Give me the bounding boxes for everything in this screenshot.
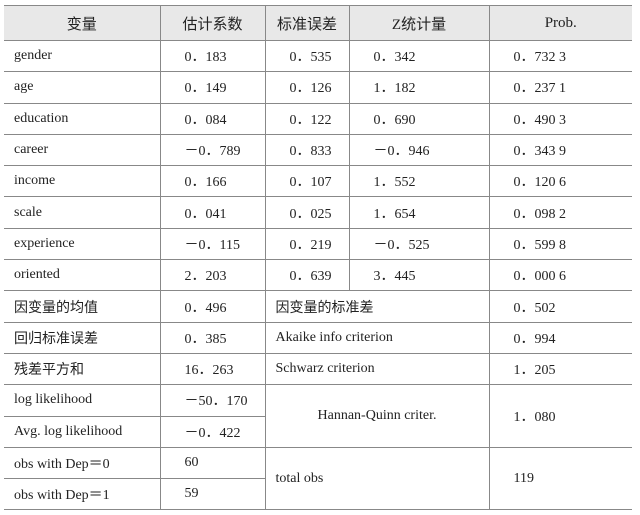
header-row: 变量 估计系数 标准误差 Z统计量 Prob.	[4, 5, 632, 41]
cell: 0．041	[159, 196, 266, 229]
cell: 1．654	[348, 196, 490, 229]
cell: 59	[159, 478, 265, 511]
header-cell: 变量	[4, 5, 161, 41]
cell: obs with Dep＝1	[4, 478, 161, 511]
cell: gender	[4, 39, 161, 73]
cell: 1．205	[488, 352, 632, 386]
cell: Akaike info criterion	[264, 321, 490, 354]
cell: －0．115	[159, 227, 266, 261]
cell: 2．203	[159, 259, 266, 292]
header-cell: Z统计量	[348, 5, 490, 41]
cell: 0．237 1	[488, 71, 632, 104]
cell: 回归标准误差	[4, 321, 161, 354]
cell: 0．385	[159, 321, 266, 354]
cell: 0．183	[159, 39, 266, 73]
cell: 60	[159, 446, 266, 480]
variable-row: scale 0．041 0．025 1．654 0．098 2	[4, 196, 632, 229]
cell: 0．599 8	[488, 227, 632, 261]
cell: 0．639	[264, 259, 350, 292]
cell: 0．342	[348, 39, 490, 73]
cell: 0．000 6	[488, 259, 632, 292]
variable-row: career －0．789 0．833 －0．946 0．343 9	[4, 133, 632, 167]
variable-row: education 0．084 0．122 0．690 0．490 3	[4, 102, 632, 135]
cell: experience	[4, 227, 161, 261]
cell: 0．732 3	[488, 39, 632, 73]
cell: Schwarz criterion	[264, 352, 490, 386]
cell: 0．107	[264, 165, 350, 198]
cell: Hannan-Quinn criter.	[264, 384, 490, 448]
stat-row: 因变量的均值 0．496 因变量的标准差 0．502	[4, 290, 632, 323]
cell: 0．496	[159, 290, 266, 323]
stat-row: obs with Dep＝1 59	[4, 478, 632, 511]
variable-row: oriented 2．203 0．639 3．445 0．000 6	[4, 259, 632, 292]
cell: career	[4, 133, 161, 167]
cell: 0．535	[264, 39, 350, 73]
cell: 119	[488, 446, 632, 511]
cell: －0．422	[159, 415, 265, 448]
stat-row: obs with Dep＝0 60 total obs 119	[4, 446, 632, 511]
cell: 0．126	[264, 71, 350, 104]
cell: －0．946	[348, 133, 490, 167]
cell: 1．182	[348, 71, 490, 104]
cell: 0．219	[264, 227, 350, 261]
cell: 残差平方和	[4, 352, 161, 386]
cell: 16．263	[159, 352, 266, 386]
stat-row: log likelihood －50．170 Hannan-Quinn criter…	[4, 384, 632, 448]
cell: 3．445	[348, 259, 490, 292]
stat-row: 回归标准误差 0．385 Akaike info criterion 0．994	[4, 321, 632, 354]
cell: 因变量的标准差	[264, 290, 490, 323]
header-cell: Prob.	[488, 5, 632, 41]
cell: 0．343 9	[488, 133, 632, 167]
cell: income	[4, 165, 161, 198]
cell: 0．166	[159, 165, 266, 198]
cell: log likelihood	[4, 384, 161, 417]
header-cell: 标准误差	[264, 5, 350, 41]
cell: 0．833	[264, 133, 350, 167]
cell: 0．025	[264, 196, 350, 229]
cell: 0．122	[264, 102, 350, 135]
cell: age	[4, 71, 161, 104]
cell: 1．080	[488, 384, 632, 448]
variable-row: age 0．149 0．126 1．182 0．237 1	[4, 71, 632, 104]
cell: obs with Dep＝0	[4, 446, 161, 480]
variable-row: experience －0．115 0．219 －0．525 0．599 8	[4, 227, 632, 261]
cell: 因变量的均值	[4, 290, 161, 323]
results-table: 变量 估计系数 标准误差 Z统计量 Prob. gender 0．183 0．535 0．34…	[4, 5, 632, 511]
variable-row: gender 0．183 0．535 0．342 0．732 3	[4, 39, 632, 73]
cell: 0．502	[488, 290, 632, 323]
cell: education	[4, 102, 161, 135]
stat-row: Avg. log likelihood －0．422	[4, 415, 632, 448]
cell: －0．525	[348, 227, 490, 261]
cell: scale	[4, 196, 161, 229]
cell: oriented	[4, 259, 161, 292]
cell: －0．789	[159, 133, 266, 167]
stat-row: 残差平方和 16．263 Schwarz criterion 1．205	[4, 352, 632, 386]
cell: 0．084	[159, 102, 266, 135]
cell: 0．690	[348, 102, 490, 135]
cell: －50．170	[159, 384, 266, 417]
cell: 0．098 2	[488, 196, 632, 229]
header-cell: 估计系数	[159, 5, 266, 41]
cell: total obs	[264, 446, 490, 511]
cell: 0．994	[488, 321, 632, 354]
cell: 1．552	[348, 165, 490, 198]
cell: 0．120 6	[488, 165, 632, 198]
variable-row: income 0．166 0．107 1．552 0．120 6	[4, 165, 632, 198]
cell: 0．149	[159, 71, 266, 104]
cell: Avg. log likelihood	[4, 415, 161, 448]
cell: 0．490 3	[488, 102, 632, 135]
